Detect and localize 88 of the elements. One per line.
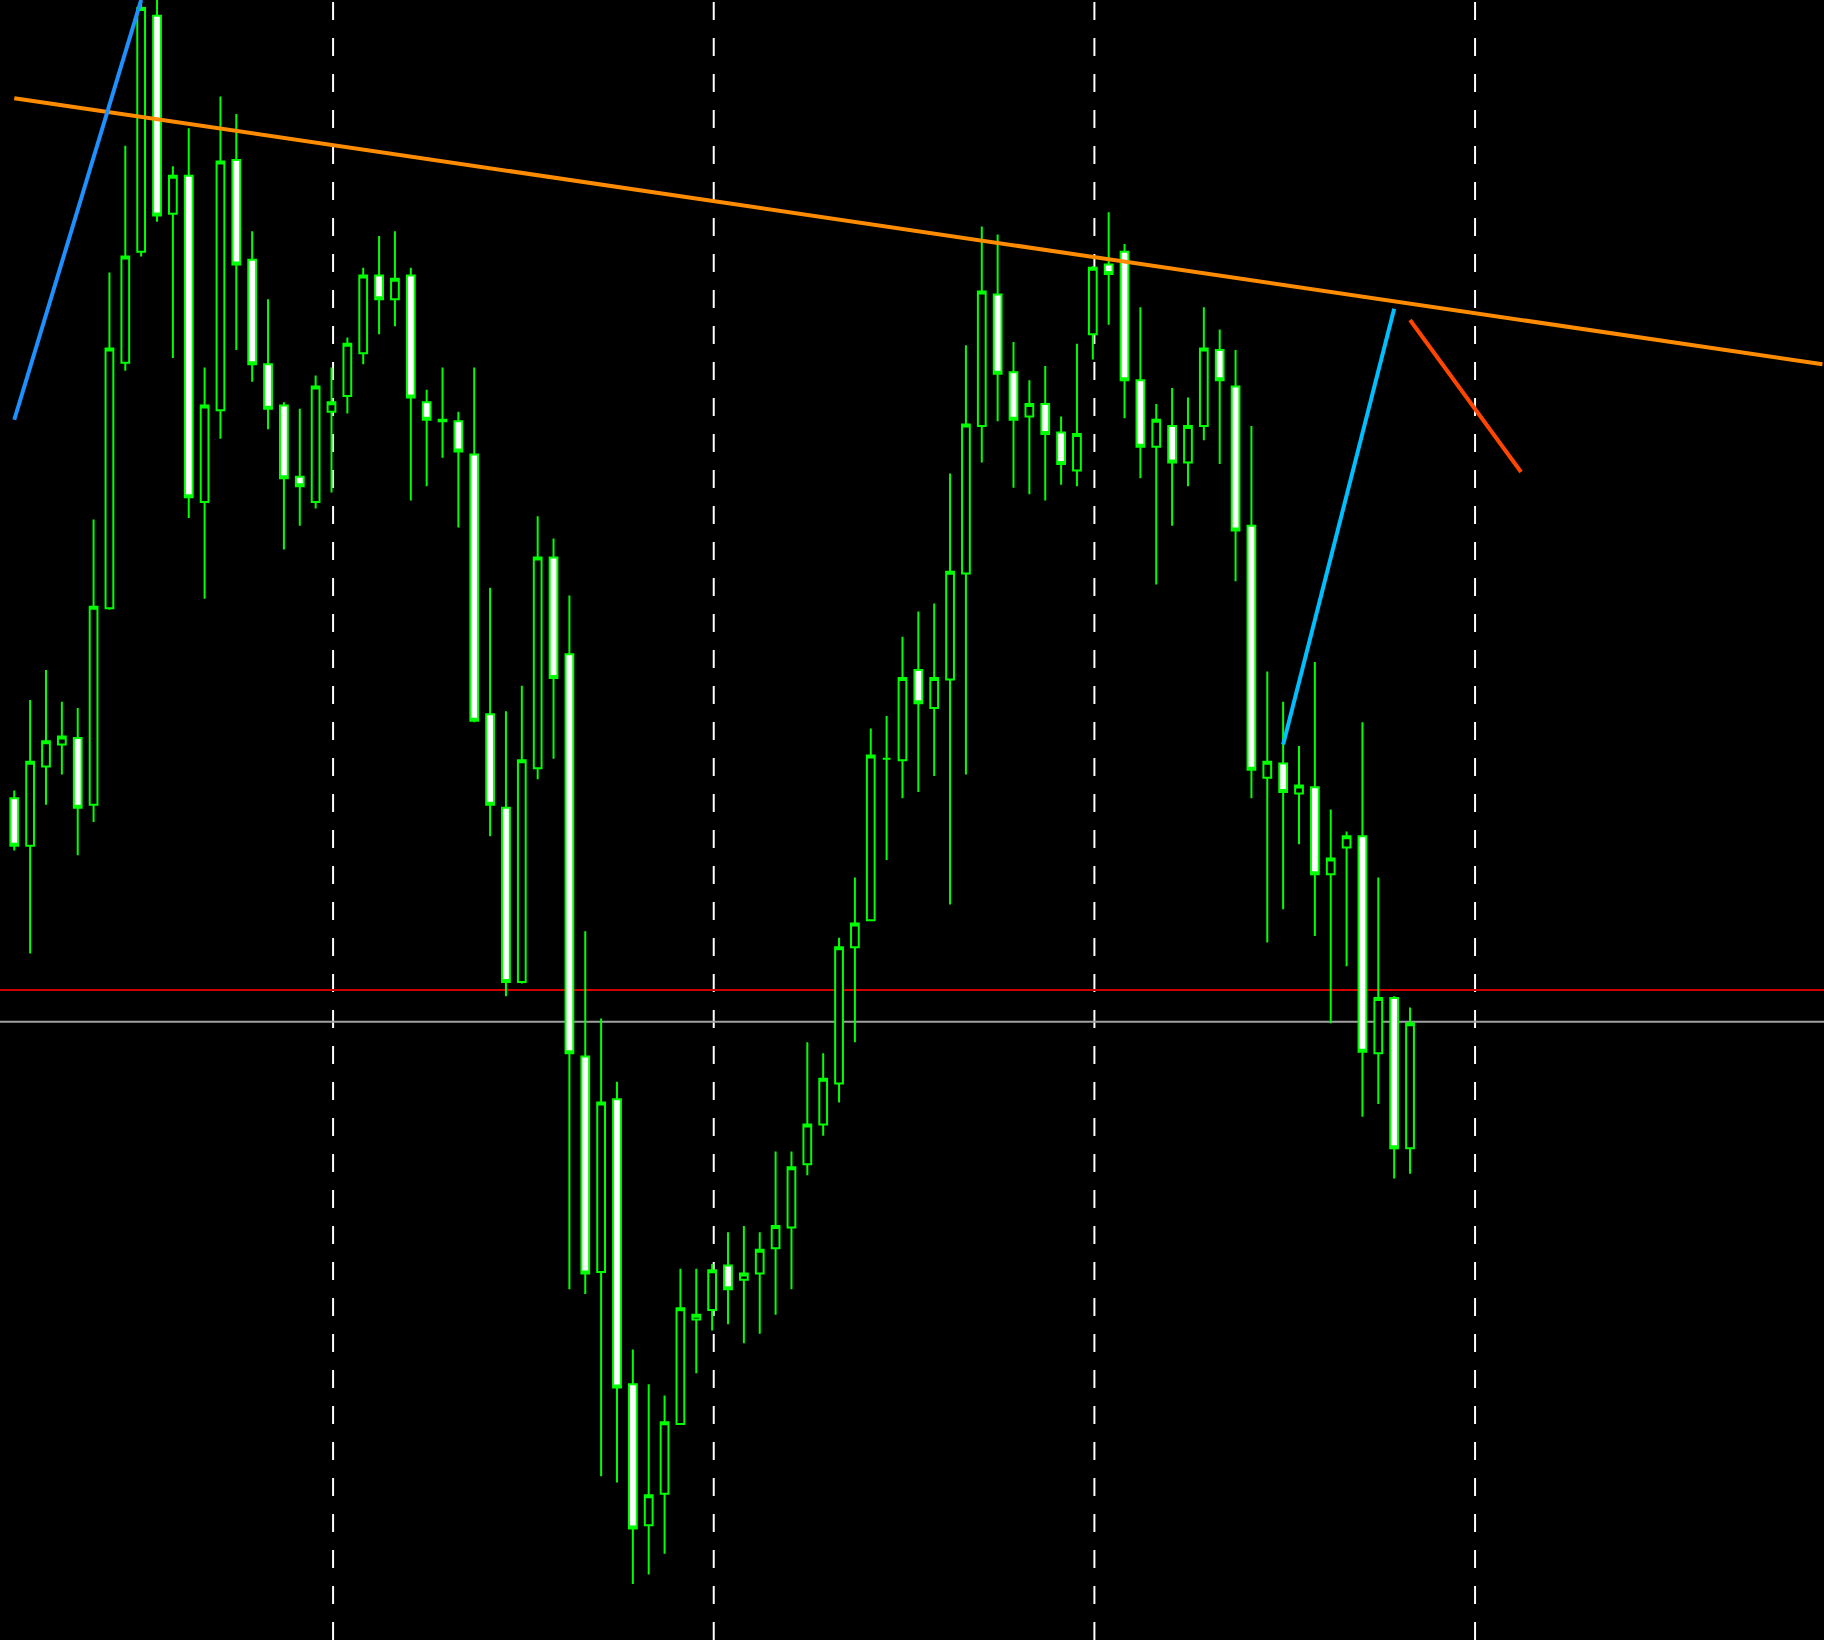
candlestick [374, 235, 384, 336]
candlestick [1262, 670, 1273, 944]
candlestick [247, 230, 258, 383]
candlestick [564, 594, 575, 1291]
candlestick [437, 366, 448, 459]
candlestick [992, 233, 1003, 423]
candlestick [1135, 306, 1146, 480]
candlestick [945, 472, 955, 906]
candlestick [659, 1394, 670, 1555]
candlestick [818, 1052, 829, 1137]
candlestick [1008, 341, 1019, 489]
candlestick [56, 700, 67, 776]
candlestick [1294, 745, 1304, 846]
candlestick [453, 410, 464, 529]
candlestick [1278, 700, 1289, 911]
candlestick [865, 727, 876, 922]
candlestick [279, 401, 289, 551]
candlestick [231, 113, 242, 352]
candlestick [469, 366, 480, 724]
candlestick [1405, 1006, 1415, 1175]
candlestick [72, 707, 83, 857]
candlestick [1214, 328, 1225, 466]
candlestick [770, 1150, 781, 1316]
candlestick [786, 1150, 797, 1291]
candlestick [421, 388, 432, 488]
candlestick [310, 374, 321, 510]
candlestick [1087, 265, 1098, 361]
candlestick [342, 336, 353, 415]
candlestick [913, 610, 924, 793]
candlestick [897, 635, 908, 800]
candlestick [120, 144, 131, 372]
candlestick [326, 366, 337, 494]
candlestick [1103, 211, 1114, 326]
candlestick [183, 127, 194, 519]
candlestick [881, 714, 892, 862]
candlestick [738, 1224, 749, 1345]
candlestick [88, 518, 99, 824]
candlestick [1151, 402, 1162, 586]
candlestick [390, 230, 400, 328]
candlestick [1389, 995, 1400, 1180]
candlestick [1341, 830, 1352, 968]
candlestick [675, 1267, 686, 1425]
candlestick [215, 95, 226, 440]
candlestick [294, 407, 305, 527]
candlestick [1357, 721, 1368, 1118]
candlestick [168, 165, 178, 359]
candlestick [707, 1262, 718, 1332]
candlestick [834, 936, 844, 1104]
candlestick [199, 366, 210, 600]
candlestick [643, 1383, 654, 1576]
candlestick [596, 1017, 607, 1478]
candlestick [691, 1267, 702, 1375]
candlestick [548, 537, 559, 760]
candlestick [580, 930, 591, 1296]
candlestick [25, 699, 36, 955]
candlestick [485, 586, 495, 838]
candlestick [1230, 349, 1241, 583]
candlestick [1167, 387, 1177, 527]
candlestick [104, 271, 115, 611]
candlestick [1040, 364, 1051, 502]
candlestick [9, 789, 20, 852]
candlestick [1373, 876, 1384, 1105]
candlestick [754, 1231, 765, 1335]
candlestick [1325, 808, 1336, 1025]
candlestick [850, 876, 860, 1044]
candlestick [802, 1041, 813, 1177]
candlestick [1309, 661, 1320, 938]
candlestick [1246, 425, 1257, 800]
candlestick [1119, 242, 1130, 420]
candlestick [723, 1231, 733, 1326]
candlestick [929, 602, 940, 778]
candlestick [263, 298, 273, 431]
candlestick [532, 515, 543, 781]
candlestick [405, 266, 416, 502]
candlestick [961, 344, 971, 776]
candlestick [358, 266, 369, 366]
candlestick [1198, 306, 1209, 442]
candlestick [976, 225, 987, 464]
candlestick [501, 710, 511, 998]
candlestick [1072, 342, 1082, 488]
candlestick [516, 684, 527, 985]
candlestick [1056, 415, 1066, 486]
candlestick [1183, 396, 1193, 488]
candlestick [1024, 379, 1035, 496]
candlestick [627, 1348, 638, 1585]
candlestick [41, 669, 51, 806]
candlestick [612, 1080, 622, 1484]
candlestick [152, 0, 162, 223]
